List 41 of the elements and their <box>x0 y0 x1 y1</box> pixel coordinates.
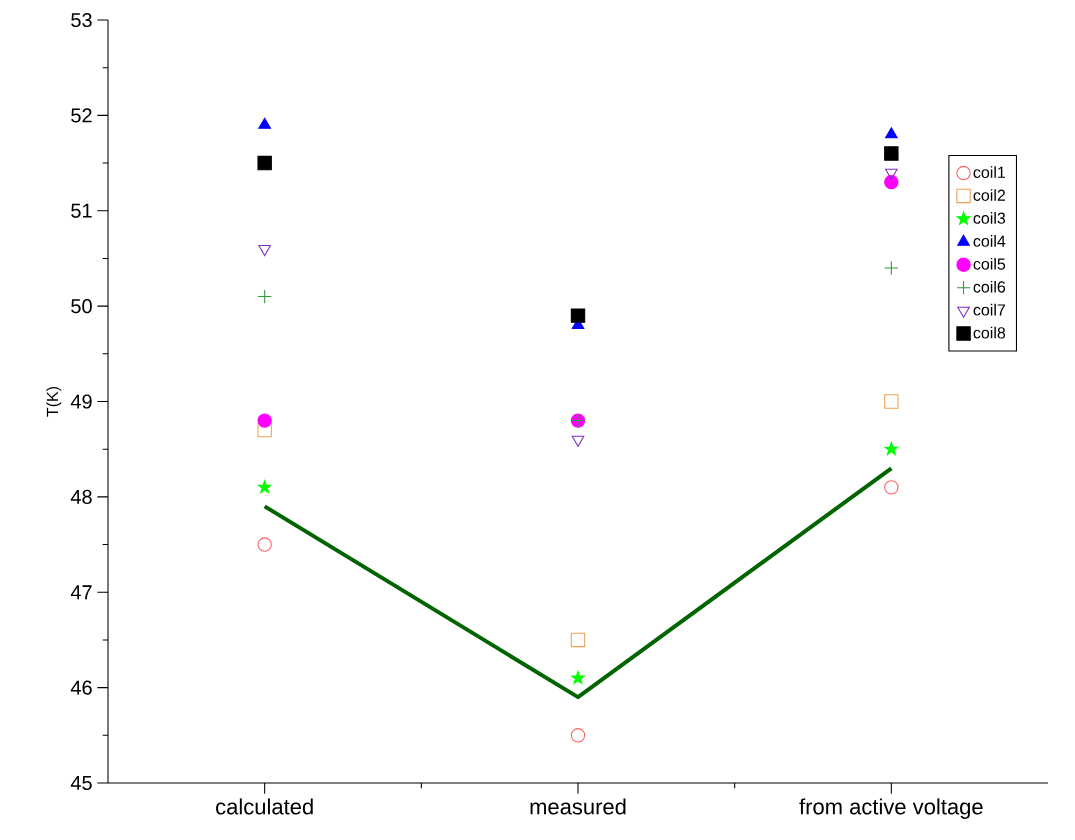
y-tick-label: 53 <box>71 12 92 28</box>
point <box>257 289 272 304</box>
x-tick-label: measured <box>530 798 626 815</box>
point <box>885 168 898 180</box>
y-axis-title: T(K) <box>46 386 62 417</box>
point <box>571 435 585 447</box>
point <box>257 537 272 552</box>
legend-label: coil7 <box>973 303 1005 316</box>
x-tick-label: from active voltage <box>799 798 983 819</box>
legend-label: coil4 <box>973 235 1006 247</box>
y-tick-label: 49 <box>70 394 92 409</box>
point <box>885 127 898 139</box>
legend-label: coil2 <box>973 189 1005 201</box>
point <box>571 670 585 685</box>
legend-label: coil5 <box>973 257 1006 270</box>
legend-label: coil6 <box>973 280 1006 293</box>
y-tick-label: 50 <box>71 299 92 314</box>
point <box>884 441 899 456</box>
point <box>570 728 586 743</box>
point <box>884 480 899 495</box>
y-tick-label: 45 <box>70 776 92 790</box>
y-tick-label: 52 <box>71 108 92 123</box>
y-tick-label: 47 <box>70 585 92 600</box>
point <box>884 394 899 409</box>
y-tick-label: 46 <box>70 680 92 695</box>
point <box>257 155 272 171</box>
point <box>884 260 899 276</box>
point <box>257 422 272 438</box>
point <box>257 413 272 428</box>
point <box>570 308 586 323</box>
legend-label: coil8 <box>973 326 1006 339</box>
point <box>570 632 586 648</box>
x-tick-label: calculated <box>216 798 313 815</box>
y-tick-label: 48 <box>70 489 92 504</box>
point <box>884 146 899 161</box>
point <box>258 117 271 129</box>
point <box>257 480 272 494</box>
legend-label: coil3 <box>973 212 1006 224</box>
point <box>884 174 899 190</box>
y-tick-label: 51 <box>71 203 92 218</box>
legend-label: coil1 <box>973 166 1006 178</box>
